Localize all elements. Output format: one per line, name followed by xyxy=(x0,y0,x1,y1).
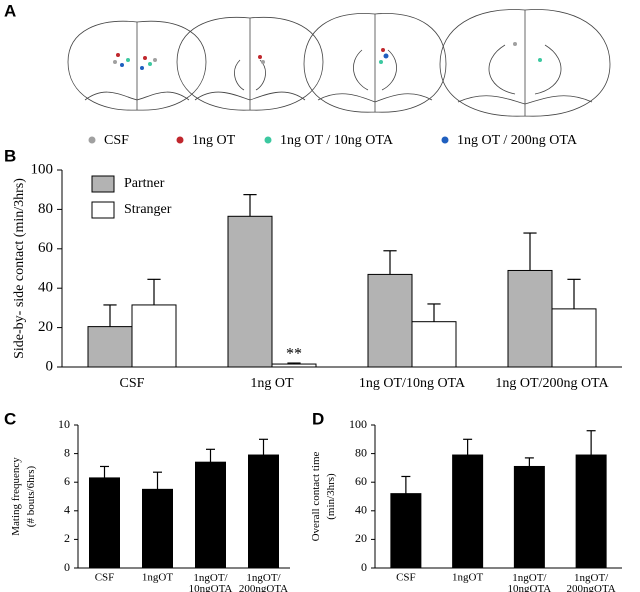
x-tick-label: 1ngOT xyxy=(142,572,173,584)
y-tick-label: 60 xyxy=(355,474,367,488)
legend-label: 1ng OT / 10ng OTA xyxy=(280,133,394,148)
bar xyxy=(195,461,226,569)
y-tick-label: 10 xyxy=(58,417,70,431)
bar xyxy=(367,273,413,368)
panel-label: D xyxy=(312,409,324,428)
x-tick-label: 1ng OT xyxy=(250,376,294,391)
y-axis-label: Mating frequency xyxy=(10,457,22,536)
panel-label: B xyxy=(4,146,16,165)
legend-marker xyxy=(441,136,449,144)
bar xyxy=(551,308,597,368)
panel-label: A xyxy=(4,1,16,20)
y-tick-label: 4 xyxy=(64,503,70,517)
legend-marker xyxy=(264,136,272,144)
bar xyxy=(131,304,177,368)
y-tick-label: 100 xyxy=(31,161,54,177)
legend-label: Partner xyxy=(124,176,165,191)
bar xyxy=(87,326,133,368)
brain-sections xyxy=(67,9,611,117)
legend-label: CSF xyxy=(104,133,129,148)
legend-label: Stranger xyxy=(124,202,172,217)
annotation: ** xyxy=(286,346,302,363)
bar xyxy=(271,363,317,368)
legend-label: 1ng OT xyxy=(192,133,236,148)
x-tick-label: CSF xyxy=(120,376,145,391)
legend-label: 1ng OT / 200ng OTA xyxy=(457,133,578,148)
y-tick-label: 80 xyxy=(355,445,367,459)
y-tick-label: 0 xyxy=(46,358,54,374)
x-tick-label: 1ngOT/10ngOTA xyxy=(189,572,233,592)
x-tick-label: 1ngOT/200ngOTA xyxy=(567,572,616,592)
x-tick-label: CSF xyxy=(95,572,115,584)
y-tick-label: 80 xyxy=(38,201,53,217)
y-tick-label: 8 xyxy=(64,445,70,459)
y-tick-label: 2 xyxy=(64,531,70,545)
x-tick-label: CSF xyxy=(396,572,416,584)
y-tick-label: 6 xyxy=(64,474,70,488)
x-tick-label: 1ngOT/200ngOTA xyxy=(239,572,288,592)
x-tick-label: 1ngOT/10ngOTA xyxy=(508,572,552,592)
bar xyxy=(411,321,457,368)
y-axis-label: Side-by- side contact (min/3hrs) xyxy=(12,178,27,359)
bar xyxy=(507,269,553,368)
bar xyxy=(513,465,545,569)
x-tick-label: 1ng OT/200ng OTA xyxy=(495,376,609,391)
y-axis-label: (min/3hrs) xyxy=(325,473,337,520)
y-tick-label: 60 xyxy=(38,240,53,256)
panel-label: C xyxy=(4,409,16,428)
bar xyxy=(575,454,607,569)
y-tick-label: 20 xyxy=(355,531,367,545)
bar xyxy=(142,488,173,569)
y-tick-label: 20 xyxy=(38,319,53,335)
x-tick-label: 1ngOT xyxy=(452,572,483,584)
y-tick-label: 0 xyxy=(64,560,70,574)
bar xyxy=(89,477,120,569)
legend-swatch xyxy=(91,175,115,193)
bar xyxy=(390,493,422,569)
placement-dots xyxy=(113,42,542,70)
bar xyxy=(452,454,484,569)
y-axis-label: (# bouts/6hrs) xyxy=(25,465,37,527)
legend-swatch xyxy=(91,201,115,219)
y-tick-label: 40 xyxy=(355,503,367,517)
x-tick-label: 1ng OT/10ng OTA xyxy=(359,376,466,391)
y-tick-label: 0 xyxy=(361,560,367,574)
y-axis-label: Overall contact time xyxy=(310,451,322,541)
legend-marker xyxy=(88,136,96,144)
bar xyxy=(248,454,279,569)
y-tick-label: 100 xyxy=(349,417,367,431)
bar xyxy=(227,215,273,368)
y-tick-label: 40 xyxy=(38,280,53,296)
legend-marker xyxy=(176,136,184,144)
